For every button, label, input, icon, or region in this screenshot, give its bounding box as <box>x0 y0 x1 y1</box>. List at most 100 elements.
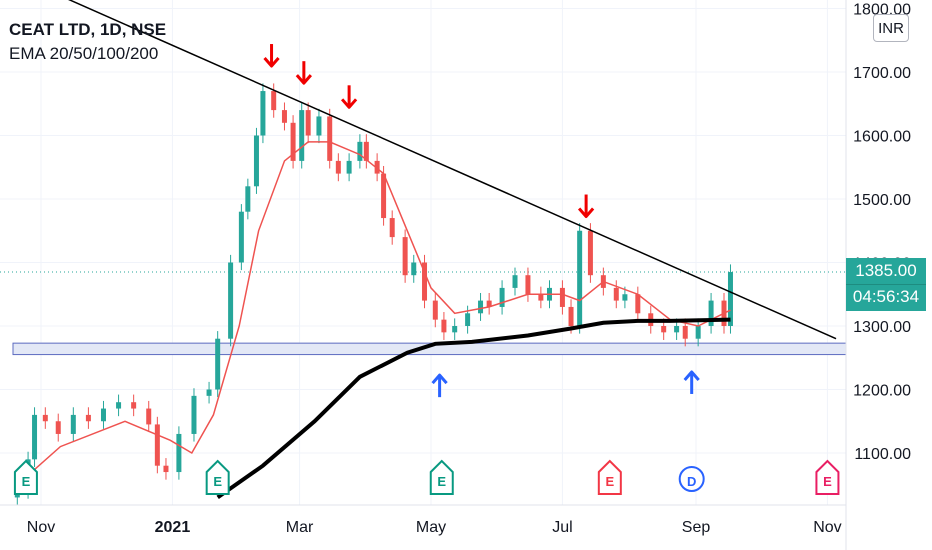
candle-up <box>100 408 106 422</box>
candle-up <box>191 395 197 434</box>
event-badge-label: D <box>687 474 696 489</box>
candle-up <box>70 414 76 434</box>
earnings-badge[interactable] <box>429 459 454 495</box>
ema-short-line <box>16 141 731 486</box>
time-tick-label: May <box>416 519 446 536</box>
candle-up <box>512 275 518 288</box>
candle-up <box>238 211 244 263</box>
chart-grid <box>0 0 846 505</box>
time-axis: Nov 2021 Mar May Jul Sep Nov <box>27 519 842 536</box>
candle-down <box>163 465 169 473</box>
candle-up <box>478 300 484 314</box>
candle-up <box>674 326 680 333</box>
candle-up <box>708 300 714 326</box>
earnings-badge[interactable] <box>815 459 840 495</box>
candle-down <box>327 116 333 161</box>
candle-down <box>154 424 160 466</box>
arrow-down-head <box>577 207 595 219</box>
candle-down <box>290 122 296 161</box>
time-tick-label: Sep <box>682 519 711 536</box>
candle-down <box>587 230 593 276</box>
price-tick-label: 1200.00 <box>853 383 911 400</box>
arrow-down-head <box>340 98 358 109</box>
price-tick-label: 1100.00 <box>854 446 911 463</box>
trendline-segment <box>68 0 837 340</box>
candle-up <box>316 116 322 136</box>
candle-down <box>131 402 137 409</box>
price-axis: 1100.001200.001300.001400.001500.001600.… <box>0 0 911 550</box>
candle-up <box>411 262 417 276</box>
candle-down <box>42 414 48 422</box>
candle-up <box>499 287 505 307</box>
earnings-badge[interactable] <box>597 459 622 495</box>
candle-up <box>116 402 122 409</box>
candle-down <box>55 421 61 434</box>
candle-up <box>622 294 628 301</box>
candle-up <box>215 338 221 390</box>
candle-down <box>613 287 619 301</box>
candle-down <box>525 275 531 295</box>
indicator-label[interactable]: EMA 20/50/100/200 <box>9 44 159 63</box>
candle-up <box>357 141 363 161</box>
candle-up <box>299 110 305 161</box>
price-tick-label: 1500.00 <box>853 192 911 209</box>
candle-down <box>402 237 408 276</box>
candle-up <box>577 230 583 326</box>
time-tick-label: 2021 <box>155 519 191 536</box>
candle-down <box>432 300 438 320</box>
candle-up <box>228 262 234 339</box>
candlestick-series <box>14 83 733 506</box>
candle-up <box>176 433 182 473</box>
candle-down <box>559 287 565 307</box>
candle-up <box>452 326 458 333</box>
trendline <box>68 0 837 340</box>
bar-countdown-label: 04:56:34 <box>846 284 926 311</box>
dividend-badge[interactable] <box>678 466 705 492</box>
event-badge-label: E <box>605 474 614 489</box>
candle-down <box>305 110 311 136</box>
candle-down <box>635 294 641 314</box>
arrow-down-head <box>263 57 280 68</box>
candle-up <box>253 135 259 187</box>
candle-down <box>146 408 152 425</box>
event-badge-label: E <box>22 474 31 489</box>
event-badge-label: E <box>437 474 446 489</box>
symbol-title: CEAT LTD, 1D, NSE <box>9 20 167 39</box>
candle-down <box>363 141 369 161</box>
candle-down <box>422 262 428 301</box>
candle-down <box>374 160 380 174</box>
candle-down <box>682 326 688 339</box>
candle-down <box>538 294 544 301</box>
candle-down <box>335 160 341 174</box>
candle-down <box>85 414 91 422</box>
candle-up <box>727 272 733 326</box>
candle-up <box>206 389 212 396</box>
price-tick-label: 1600.00 <box>853 129 911 146</box>
candle-up <box>260 91 266 136</box>
candle-down <box>381 173 387 219</box>
candle-up <box>346 160 352 174</box>
candle-down <box>441 319 447 333</box>
candle-down <box>389 218 395 238</box>
ema-lines <box>16 141 731 500</box>
chart-legend: CEAT LTD, 1D, NSE EMA 20/50/100/200 <box>9 18 166 66</box>
currency-button[interactable]: INR <box>873 14 909 42</box>
price-tick-label: 1700.00 <box>853 65 911 82</box>
candle-up <box>32 414 38 460</box>
arrow-up-head <box>683 370 700 381</box>
candle-down <box>661 326 667 333</box>
candle-down <box>271 91 277 111</box>
candle-down <box>486 300 492 307</box>
earnings-badge[interactable] <box>13 459 38 495</box>
earnings-badge[interactable] <box>205 459 230 495</box>
price-tick-label: 1300.00 <box>853 319 911 336</box>
event-badge-label: E <box>823 474 832 489</box>
time-tick-label: Mar <box>286 519 314 536</box>
annotation-markers <box>263 44 700 398</box>
ema-long-line <box>216 317 731 500</box>
candle-up <box>245 186 251 212</box>
candle-down <box>281 110 287 123</box>
last-price-label: 1385.00 <box>846 258 926 284</box>
